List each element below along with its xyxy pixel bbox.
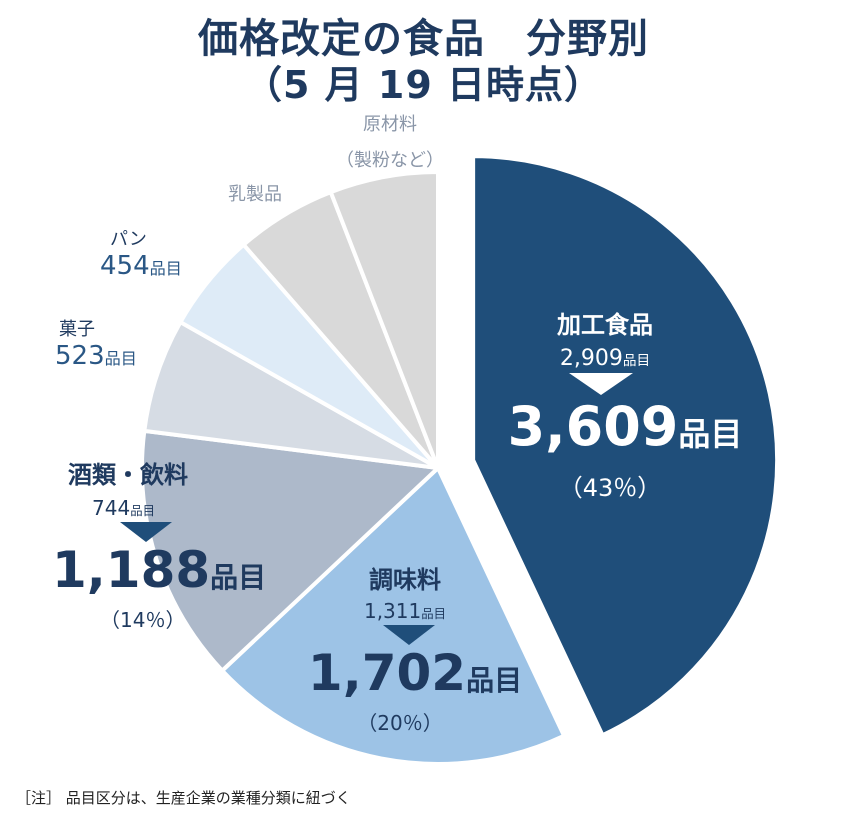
label-kako-prev: 2,909 <box>559 346 623 371</box>
label-sake-name: 酒類・飲料 <box>68 461 188 489</box>
pie-slice-6 <box>328 169 440 469</box>
label-chomi: 調味料 1,311品目 1,702品目 （20％） <box>305 560 525 736</box>
label-genzairyo-sub: （製粉など） <box>336 150 444 171</box>
label-kako-name: 加工食品 <box>557 311 653 339</box>
label-sake-prev-unit: 品目 <box>130 503 155 518</box>
label-nyuseihin: 乳製品 <box>228 184 282 205</box>
label-pan-name: パン <box>110 229 147 250</box>
arrow-down-icon <box>383 625 435 645</box>
pie-slice-3 <box>142 319 439 470</box>
arrow-down-icon <box>569 373 633 395</box>
label-sake-value: 1,188 <box>52 541 211 599</box>
label-chomi-prev: 1,311 <box>363 599 422 623</box>
label-chomi-unit: 品目 <box>466 664 523 697</box>
pie-slice-0 <box>471 154 780 738</box>
label-kako-pct: （43％） <box>558 474 662 502</box>
chart-subtitle: （5 月 19 日時点） <box>243 63 603 107</box>
label-genzairyo-name: 原材料 <box>363 114 417 135</box>
label-kashi-value: 523 <box>55 341 105 371</box>
footnote: ［注］ 品目区分は、生産企業の業種分類に紐づく <box>16 789 351 807</box>
pie-slice-2 <box>140 428 443 674</box>
label-sake-prev: 744 <box>92 496 131 520</box>
label-genzairyo: 原材料 （製粉など） <box>300 110 480 172</box>
label-pan: パン 454品目 <box>100 225 210 281</box>
label-chomi-value: 1,702 <box>307 644 467 702</box>
pie-slice-1 <box>219 464 567 766</box>
label-chomi-prev-unit: 品目 <box>421 606 447 621</box>
label-sake: 酒類・飲料 744品目 1,188品目 （14％） <box>40 455 280 633</box>
arrow-down-icon <box>120 522 172 542</box>
label-chomi-name: 調味料 <box>369 566 441 594</box>
label-pan-value: 454 <box>100 251 150 281</box>
label-kashi-name: 菓子 <box>59 319 95 340</box>
label-sake-pct: （14％） <box>100 608 186 632</box>
label-kashi: 菓子 523品目 <box>55 315 165 371</box>
label-kako-unit: 品目 <box>678 415 743 453</box>
label-kako-value: 3,609 <box>507 395 679 458</box>
label-chomi-pct: （20％） <box>357 711 443 735</box>
label-pan-unit: 品目 <box>149 259 182 278</box>
label-kako-prev-unit: 品目 <box>622 353 651 369</box>
label-sake-unit: 品目 <box>210 561 267 594</box>
label-kako: 加工食品 2,909品目 3,609品目 （43％） <box>495 305 755 503</box>
label-kashi-unit: 品目 <box>104 349 137 368</box>
chart-title: 価格改定の食品 分野別 <box>198 16 649 62</box>
